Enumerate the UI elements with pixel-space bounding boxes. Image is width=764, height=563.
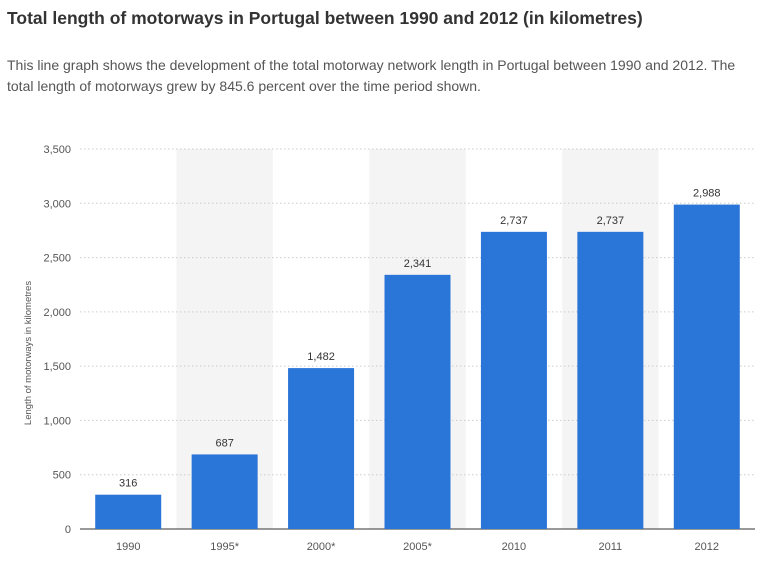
bar[interactable] (384, 274, 451, 529)
data-label: 2,988 (693, 188, 721, 200)
y-tick-label: 1,000 (43, 415, 71, 427)
data-label: 2,737 (500, 215, 528, 227)
chart-subtitle: This line graph shows the development of… (7, 57, 736, 94)
y-tick-label: 500 (53, 470, 71, 482)
x-axis-ticks: 1990 1995* 2000* 2005* 2010 2011 2012 (116, 541, 719, 553)
data-label: 1,482 (307, 351, 335, 363)
y-tick-label: 2,500 (43, 253, 71, 265)
data-label: 687 (215, 437, 233, 449)
data-labels: 316 687 1,482 2,341 2,737 2,737 2,988 (119, 188, 721, 490)
x-tick-label: 1995* (210, 541, 239, 553)
bar[interactable] (673, 204, 740, 530)
x-tick-label: 2010 (502, 541, 526, 553)
bars (95, 204, 740, 530)
x-tick-label: 2005* (403, 541, 432, 553)
bar[interactable] (577, 231, 644, 529)
data-label: 316 (119, 478, 137, 490)
x-tick-label: 1990 (116, 541, 140, 553)
y-tick-label: 0 (65, 524, 71, 536)
bar[interactable] (480, 231, 547, 529)
y-tick-label: 1,500 (43, 361, 71, 373)
y-axis-ticks: 0 500 1,000 1,500 2,000 2,500 3,000 3,500 (43, 144, 71, 536)
x-tick-label: 2000* (307, 541, 336, 553)
data-label: 2,737 (597, 215, 625, 227)
y-tick-label: 2,000 (43, 307, 71, 319)
bar[interactable] (288, 368, 355, 529)
x-tick-label: 2012 (695, 541, 719, 553)
x-tick-label: 2011 (599, 541, 623, 553)
bar[interactable] (191, 454, 258, 529)
chart-title: Total length of motorways in Portugal be… (7, 8, 643, 28)
bar[interactable] (95, 494, 162, 529)
data-label: 2,341 (404, 258, 432, 270)
y-tick-label: 3,000 (43, 198, 71, 210)
y-axis-title: Length of motorways in kilometres (23, 281, 34, 425)
y-tick-label: 3,500 (43, 144, 71, 156)
